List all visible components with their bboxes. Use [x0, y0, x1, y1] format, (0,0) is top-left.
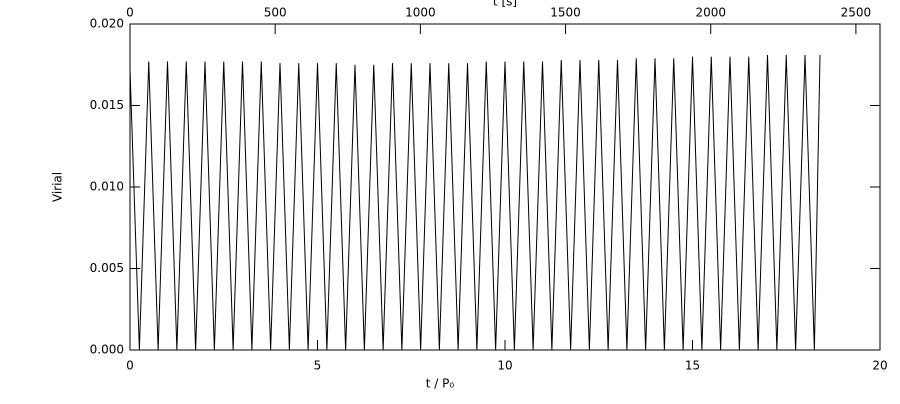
y-tick-label: 0.000 — [90, 343, 124, 357]
y-axis-label: Virial — [51, 172, 65, 202]
x2-tick-label: 0 — [126, 6, 134, 20]
x-tick-label: 20 — [872, 359, 887, 373]
x2-axis-label: t [s] — [493, 0, 517, 9]
x2-tick-label: 1000 — [405, 6, 436, 20]
x-tick-label: 5 — [314, 359, 322, 373]
x2-tick-label: 2500 — [841, 6, 872, 20]
x2-tick-label: 1500 — [550, 6, 581, 20]
x-tick-label: 15 — [685, 359, 700, 373]
x-axis-label: t / P₀ — [426, 377, 455, 391]
y-tick-label: 0.020 — [90, 17, 124, 31]
x2-tick-label: 2000 — [695, 6, 726, 20]
y-tick-label: 0.015 — [90, 98, 124, 112]
y-tick-label: 0.005 — [90, 261, 124, 275]
x2-tick-label: 500 — [264, 6, 287, 20]
x-tick-label: 10 — [497, 359, 512, 373]
y-tick-label: 0.010 — [90, 180, 124, 194]
data-line — [129, 54, 821, 351]
x-tick-label: 0 — [126, 359, 134, 373]
